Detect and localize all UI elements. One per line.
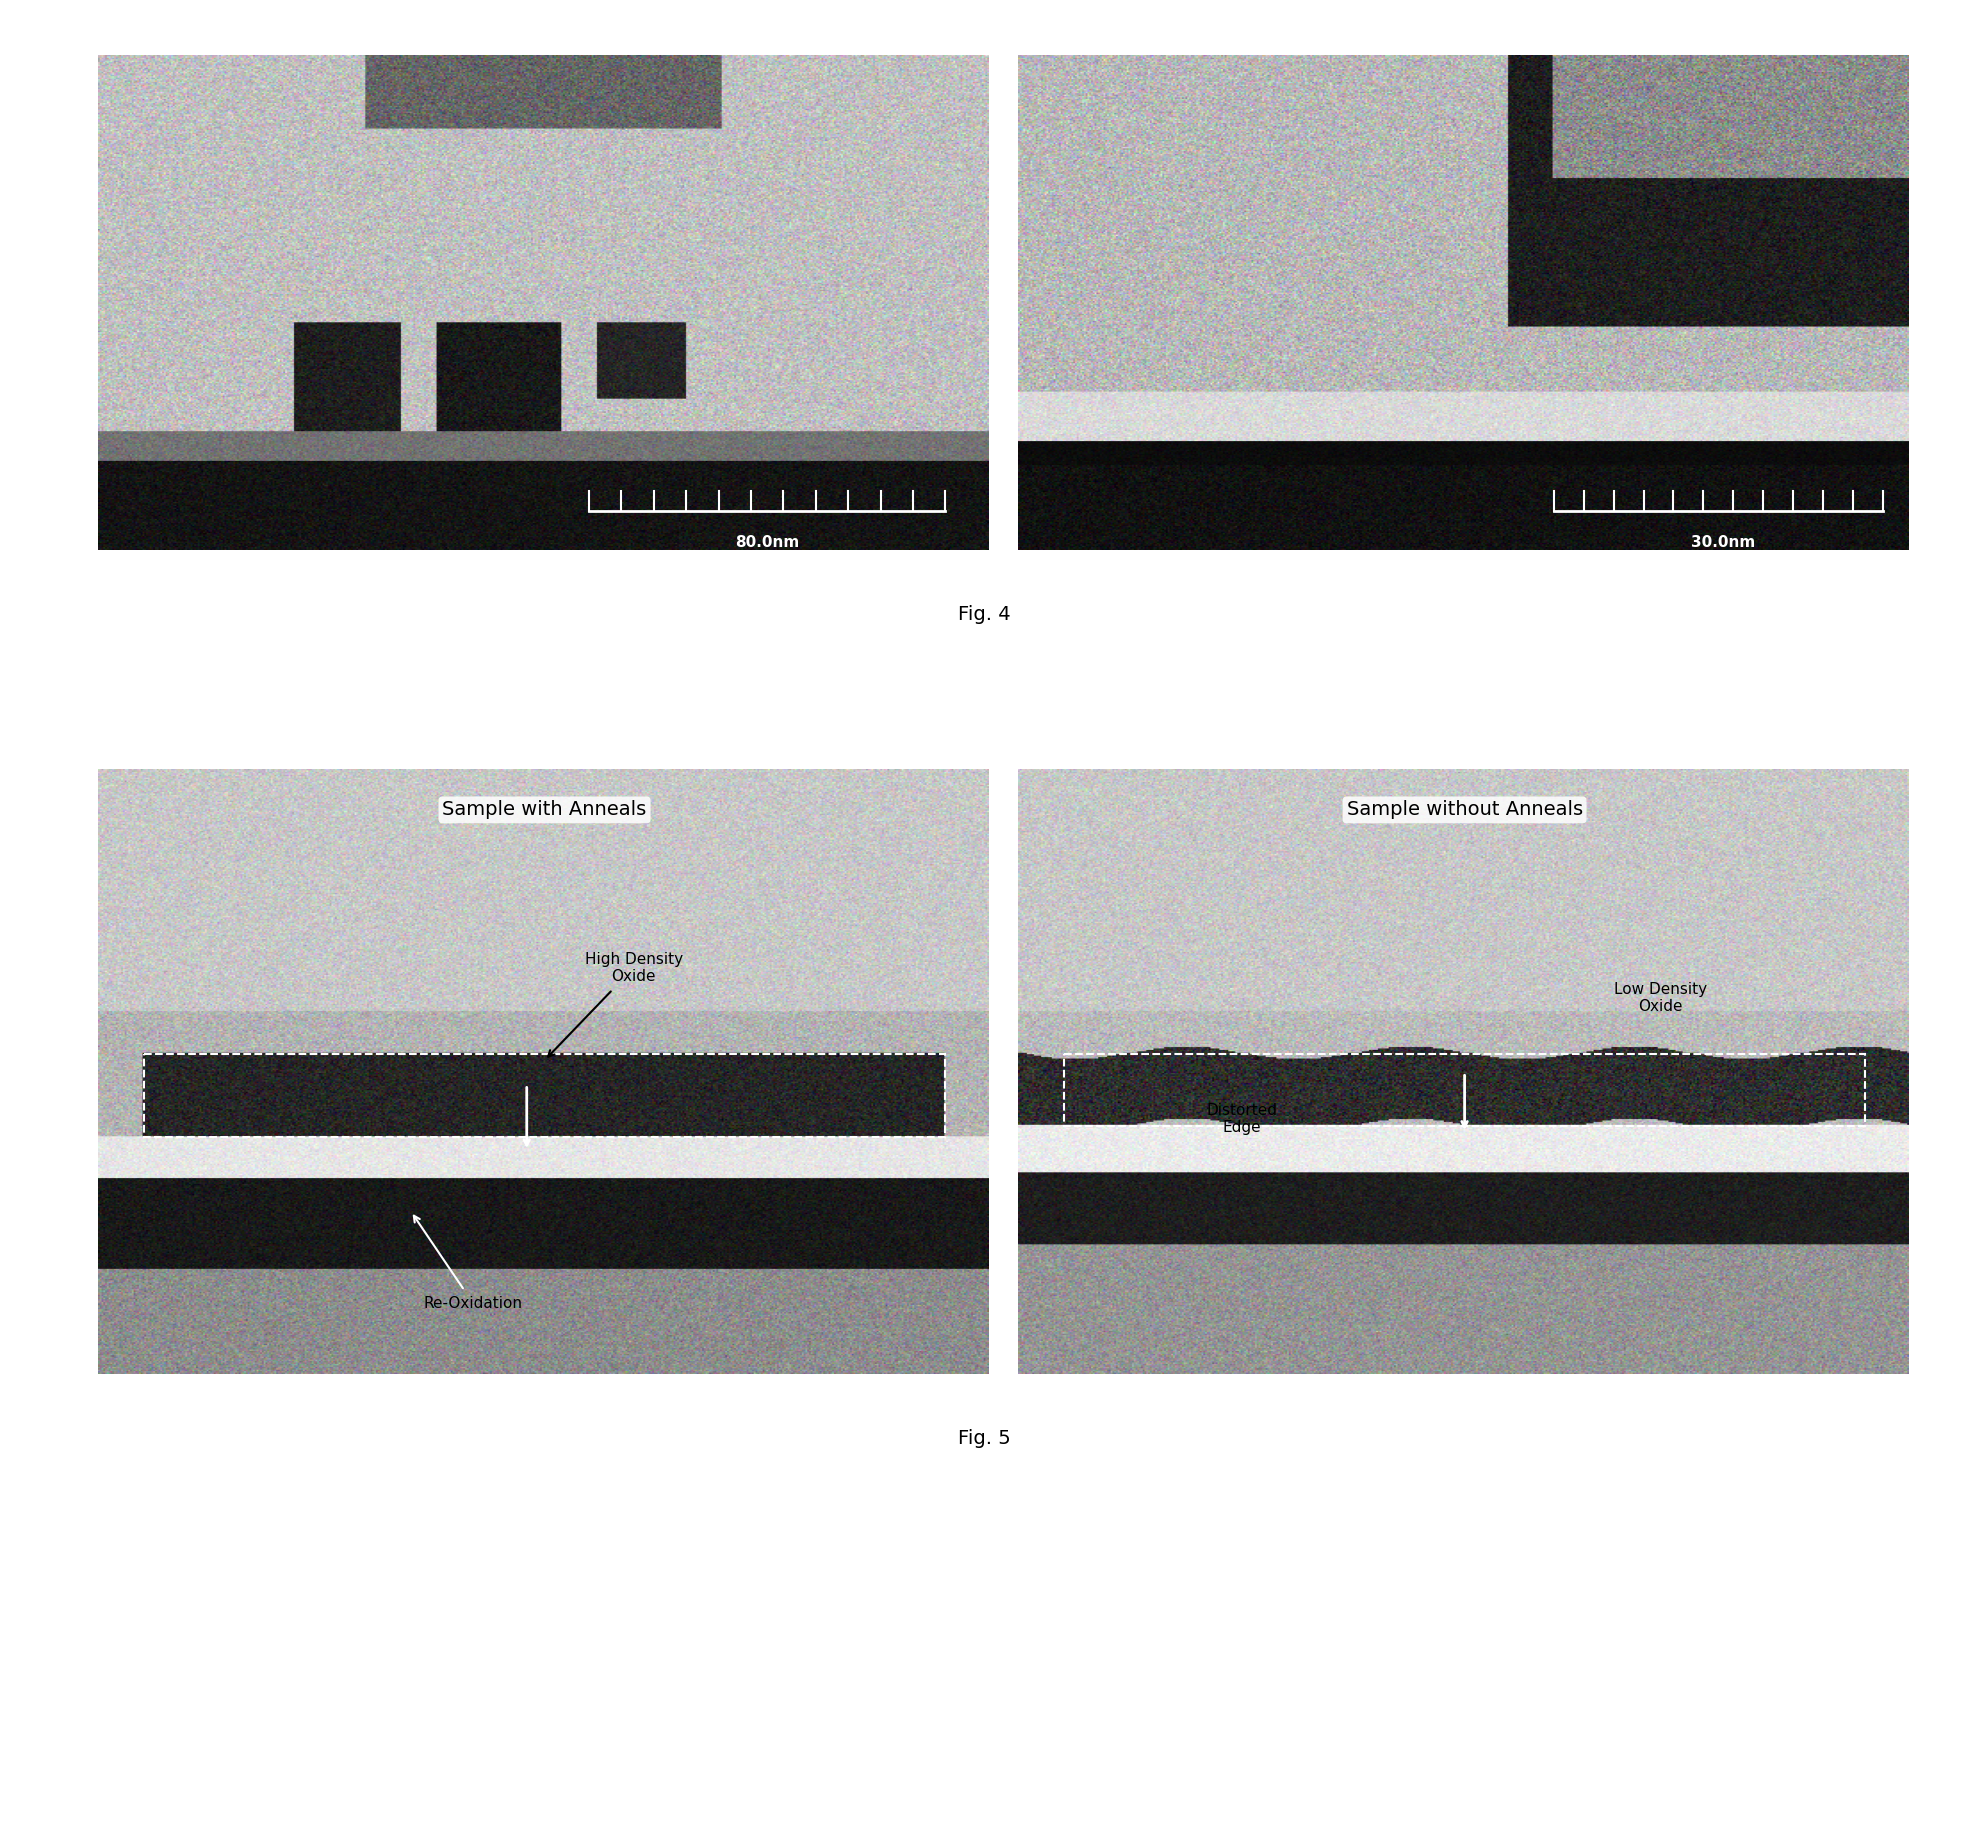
Text: Distorted
Edge: Distorted Edge bbox=[1206, 1103, 1277, 1136]
Text: Sample without Anneals: Sample without Anneals bbox=[1346, 801, 1582, 819]
Text: Low Density
Oxide: Low Density Oxide bbox=[1614, 982, 1706, 1015]
Text: 30.0nm: 30.0nm bbox=[1691, 535, 1755, 550]
Text: High Density
Oxide: High Density Oxide bbox=[549, 951, 683, 1057]
Text: 80.0nm: 80.0nm bbox=[736, 535, 799, 550]
Text: Sample with Anneals: Sample with Anneals bbox=[443, 801, 647, 819]
Text: Fig. 5: Fig. 5 bbox=[958, 1429, 1010, 1447]
Text: Fig. 4: Fig. 4 bbox=[958, 605, 1010, 623]
Text: Re-Oxidation: Re-Oxidation bbox=[413, 1216, 523, 1312]
